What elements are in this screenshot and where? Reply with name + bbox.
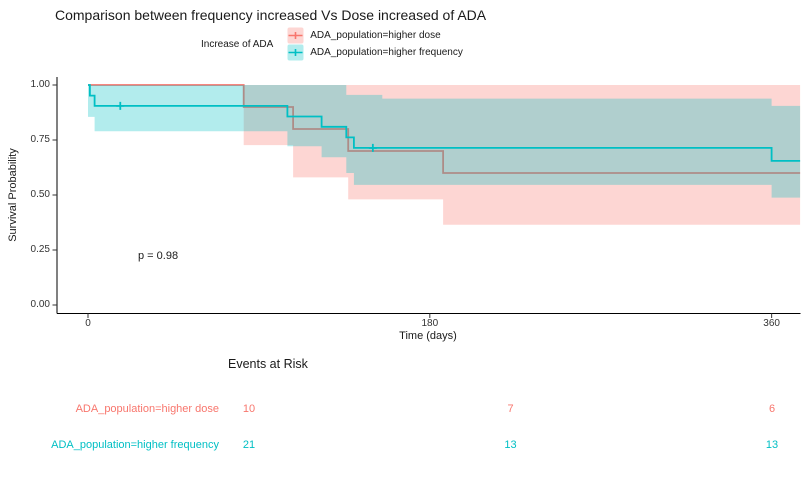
p-value-annotation: p = 0.98 [138,250,179,262]
legend: Increase of ADA ADA_population=higher do… [201,27,473,61]
survival-curve-frequency [88,84,801,162]
legend-items: ADA_population=higher dose ADA_populatio… [287,27,473,61]
x-tick-label: 0 [85,317,91,329]
y-tick-label: 0.00 [30,299,50,310]
legend-key-icon [287,44,304,61]
risk-count: 13 [504,438,517,451]
survival-curve-dose [88,84,801,174]
x-axis-label: Time (days) [399,330,457,342]
risk-count: 7 [507,402,514,415]
x-tick-label: 180 [421,317,439,329]
legend-key-icon [287,27,304,44]
legend-item-label: ADA_population=higher dose [310,30,441,41]
risk-count: 10 [242,402,256,415]
legend-item: ADA_population=higher dose [287,27,463,44]
y-tick-label: 0.50 [30,189,50,200]
legend-title: Increase of ADA [201,38,274,50]
censor-mark [368,143,377,152]
censor-mark [116,101,125,110]
chart-title: Comparison between frequency increased V… [55,7,487,23]
risk-count: 21 [242,438,256,451]
legend-item: ADA_population=higher frequency [287,44,463,61]
x-tick-label: 360 [763,317,780,329]
risk-count: 13 [765,438,779,451]
risk-table-title: Events at Risk [228,357,308,371]
confidence-band-dose [243,85,801,225]
y-tick-label: 0.25 [30,244,50,255]
risk-row-label: ADA_population=higher frequency [51,438,219,451]
legend-item-label: ADA_population=higher frequency [310,47,463,58]
risk-row-label: ADA_population=higher dose [75,402,219,415]
y-tick-label: 1.00 [30,79,50,90]
confidence-band-frequency [88,85,801,198]
risk-count: 6 [768,402,776,415]
y-tick-label: 0.75 [30,134,50,145]
